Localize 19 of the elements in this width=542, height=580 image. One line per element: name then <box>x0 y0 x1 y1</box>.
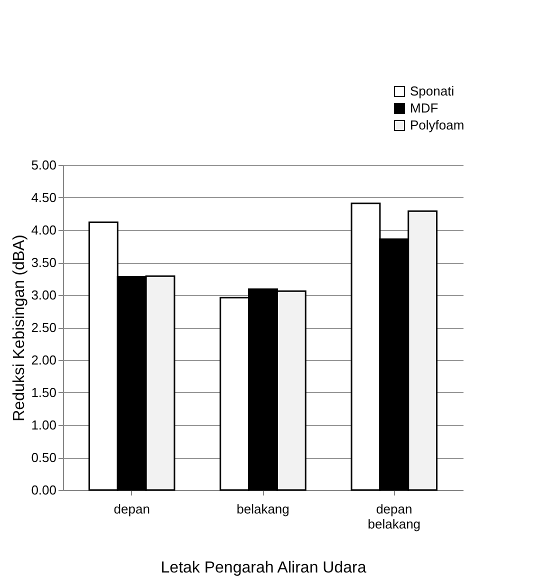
y-tick-label: 2.00 <box>31 352 56 368</box>
x-tick-label: belakang <box>236 502 290 516</box>
y-tick-label: 0.50 <box>31 450 56 465</box>
y-axis-title: Reduksi Kebisingan (dBA) <box>11 234 28 422</box>
y-tick-label: 4.00 <box>31 222 56 238</box>
x-tick-label: depan belakang <box>368 502 421 532</box>
y-tick-label: 3.00 <box>31 288 56 302</box>
x-tick-label: depan <box>114 502 150 516</box>
y-tick-label: 0.00 <box>31 482 56 498</box>
legend-label: Polyfoam <box>410 118 464 132</box>
y-tick-label: 1.00 <box>31 418 56 432</box>
y-tick-label: 5.00 <box>31 158 56 172</box>
legend-label: Sponati <box>410 84 454 98</box>
y-tick-label: 3.50 <box>31 255 56 270</box>
x-axis-title: Letak Pengarah Aliran Udara <box>160 560 366 576</box>
y-tick-label: 4.50 <box>31 190 56 205</box>
legend-label: MDF <box>410 100 438 116</box>
y-tick-label: 2.50 <box>31 320 56 335</box>
y-tick-label: 1.50 <box>31 385 56 400</box>
